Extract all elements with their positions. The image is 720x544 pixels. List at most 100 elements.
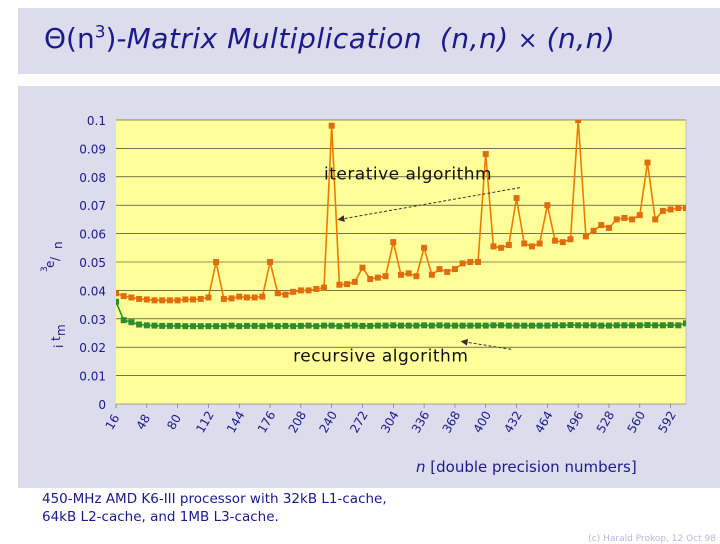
title-exponent: 3	[94, 22, 106, 43]
data-point-iterative	[405, 270, 412, 277]
x-tick-label: 112	[193, 409, 217, 436]
data-point-iterative	[675, 205, 682, 212]
data-point-recursive	[405, 322, 412, 329]
data-point-recursive	[652, 322, 659, 329]
y-tick-label: 0.06	[79, 228, 106, 242]
data-point-recursive	[336, 323, 343, 330]
data-point-recursive	[274, 323, 281, 330]
y-axis-label-char: n	[51, 241, 65, 249]
data-point-iterative	[305, 287, 312, 294]
data-point-recursive	[213, 323, 220, 330]
data-point-recursive	[683, 320, 686, 327]
data-point-iterative	[498, 244, 505, 251]
data-point-iterative	[513, 195, 520, 202]
data-point-recursive	[436, 322, 443, 329]
data-point-iterative	[136, 295, 143, 302]
data-point-iterative	[398, 271, 404, 278]
data-point-recursive	[398, 322, 404, 329]
data-point-iterative	[575, 120, 582, 123]
data-point-recursive	[182, 323, 189, 330]
data-point-iterative	[467, 259, 474, 265]
data-point-recursive	[528, 322, 535, 329]
data-point-iterative	[683, 205, 686, 212]
data-point-recursive	[605, 322, 612, 329]
data-point-iterative	[444, 268, 451, 275]
data-point-iterative	[143, 296, 150, 303]
data-point-recursive	[228, 322, 235, 329]
data-point-recursive	[659, 322, 666, 329]
data-point-iterative	[552, 237, 559, 244]
data-point-recursive	[359, 322, 366, 329]
title-dim-b: (n,n)	[546, 22, 616, 55]
data-point-iterative	[116, 290, 119, 297]
data-point-recursive	[243, 322, 250, 329]
data-point-iterative	[605, 224, 612, 231]
y-axis-label-char: i	[52, 345, 66, 348]
y-tick-label: 0.05	[79, 256, 106, 270]
data-point-recursive	[174, 322, 181, 329]
data-point-iterative	[243, 294, 250, 301]
data-point-recursive	[559, 322, 566, 329]
x-tick-label: 432	[501, 409, 525, 436]
data-point-iterative	[359, 264, 366, 271]
data-point-recursive	[498, 322, 505, 329]
data-point-iterative	[228, 295, 235, 302]
x-tick-label: 208	[286, 409, 310, 436]
y-axis-label-char: t	[49, 336, 63, 341]
data-point-recursive	[459, 322, 466, 329]
data-point-iterative	[505, 241, 512, 248]
title-times: ×	[517, 26, 538, 54]
data-point-recursive	[374, 322, 381, 329]
data-point-iterative	[451, 266, 458, 273]
data-point-iterative	[475, 259, 482, 265]
y-axis-label-char: e	[43, 261, 57, 268]
data-point-recursive	[290, 323, 297, 330]
x-axis-label-var: n	[416, 458, 430, 476]
data-point-iterative	[421, 244, 428, 251]
data-point-iterative	[290, 288, 297, 295]
data-point-recursive	[159, 322, 166, 329]
y-tick-label: 0.02	[79, 341, 106, 355]
data-point-recursive	[598, 322, 605, 329]
data-point-iterative	[590, 227, 597, 234]
data-point-iterative	[459, 260, 466, 267]
data-point-iterative	[644, 159, 651, 166]
data-point-iterative	[213, 259, 220, 265]
data-point-iterative	[536, 240, 543, 247]
data-point-recursive	[120, 317, 127, 324]
data-point-iterative	[166, 297, 173, 304]
x-tick-label: 176	[255, 409, 279, 436]
x-tick-label: 240	[316, 409, 340, 436]
data-point-recursive	[451, 322, 458, 329]
data-point-iterative	[428, 271, 435, 278]
data-point-iterative	[274, 290, 281, 297]
data-point-recursive	[151, 322, 158, 329]
x-tick-label: 304	[378, 409, 402, 436]
data-point-recursive	[590, 322, 597, 329]
data-point-iterative	[259, 293, 266, 300]
title-prefix: Θ(n	[44, 22, 95, 55]
data-point-recursive	[536, 322, 543, 329]
annotation-arrow-iterative	[337, 187, 521, 222]
x-tick-label: 80	[164, 412, 184, 432]
data-point-iterative	[174, 297, 181, 304]
data-point-iterative	[328, 122, 335, 129]
data-point-recursive	[259, 323, 266, 330]
data-point-iterative	[351, 278, 358, 285]
footnote-line-1: 450-MHz AMD K6-III processor with 32kB L…	[42, 491, 387, 507]
data-point-iterative	[197, 295, 204, 302]
data-point-recursive	[251, 322, 258, 329]
data-point-recursive	[344, 322, 351, 329]
data-point-iterative	[267, 259, 274, 265]
data-point-recursive	[482, 322, 489, 329]
slide-title: Θ(n3)-Matrix Multiplication (n,n) × (n,n…	[44, 22, 615, 55]
data-point-recursive	[305, 322, 312, 329]
data-point-recursive	[328, 322, 335, 329]
data-point-iterative	[382, 273, 389, 280]
data-point-iterative	[652, 216, 659, 223]
data-point-iterative	[521, 240, 528, 247]
data-point-recursive	[220, 323, 227, 330]
data-point-iterative	[659, 207, 666, 214]
plot-series-group	[116, 120, 686, 330]
footnote: 450-MHz AMD K6-III processor with 32kB L…	[42, 490, 602, 526]
